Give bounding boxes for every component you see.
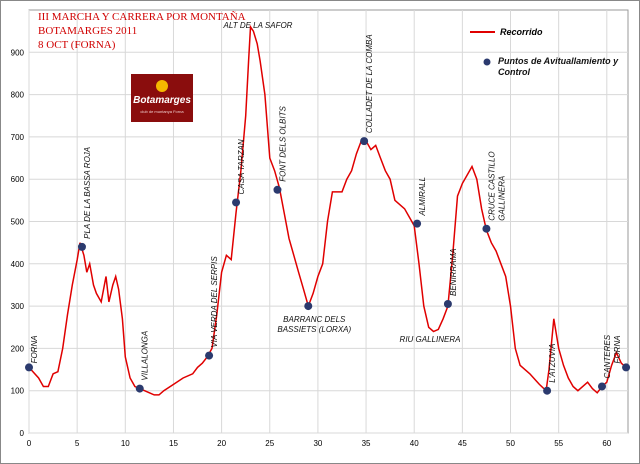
x-tick-label: 35 (362, 439, 371, 448)
control-point (232, 198, 241, 207)
point-label: BASSIETS (LORXA) (277, 325, 351, 334)
x-tick-label: 10 (121, 439, 130, 448)
control-point (25, 363, 33, 372)
control-point (273, 185, 282, 194)
point-label: CASA TARZAN (237, 139, 246, 194)
point-label: BENIRRAMA (449, 248, 458, 296)
y-tick-label: 100 (11, 387, 25, 396)
point-label: FORNA (30, 335, 39, 363)
x-tick-label: 60 (602, 439, 611, 448)
x-tick-label: 25 (265, 439, 274, 448)
point-label: CRUCE CASTILLO (487, 151, 496, 220)
point-label: PLA DE LA BASSA ROJA (83, 147, 92, 239)
control-point (135, 384, 144, 393)
x-tick-label: 50 (506, 439, 515, 448)
control-point (443, 299, 452, 308)
y-tick-label: 500 (11, 218, 25, 227)
y-tick-label: 900 (11, 48, 25, 57)
control-point (543, 386, 552, 395)
point-label: VILLALONGA (141, 331, 150, 381)
profile-line (28, 24, 627, 396)
point-label: FORNA (613, 335, 622, 363)
legend-label: Puntos de Avituallamiento y Control (498, 56, 619, 77)
logo-subtitle: club de muntanya Forna (140, 109, 184, 114)
y-tick-label: 600 (11, 175, 25, 184)
control-point (413, 219, 422, 228)
control-point (205, 351, 214, 360)
y-tick-label: 200 (11, 344, 25, 353)
y-tick-label: 700 (11, 133, 25, 142)
legend-label: Recorrido (500, 27, 543, 37)
control-point (597, 382, 606, 391)
x-tick-label: 15 (169, 439, 178, 448)
point-label: L'ATZUVIA (548, 344, 557, 383)
x-tick-label: 45 (458, 439, 467, 448)
annotation: ALT DE LA SAFOR (223, 21, 293, 30)
point-label: ALMIRALL (418, 177, 427, 217)
control-point (360, 137, 369, 146)
y-tick-label: 400 (11, 260, 25, 269)
legend-marker (483, 58, 491, 66)
title-line: BOTAMARGES 2011 (38, 25, 137, 37)
title-line: III MARCHA Y CARRERA POR MONTAÑA (38, 11, 246, 23)
x-tick-label: 0 (27, 439, 32, 448)
point-label: BARRANC DELS (283, 315, 346, 324)
annotation: RIU GALLINERA (400, 335, 461, 344)
control-point (622, 363, 631, 372)
point-label: GALLINERA (497, 176, 506, 221)
y-tick-label: 0 (20, 429, 25, 438)
title-line: 8 OCT (FORNA) (38, 39, 116, 51)
x-tick-label: 5 (75, 439, 80, 448)
y-tick-label: 300 (11, 302, 25, 311)
y-tick-label: 800 (11, 91, 25, 100)
point-label: COLLADET DE LA COMBA (365, 34, 374, 133)
x-tick-label: 30 (313, 439, 322, 448)
x-tick-label: 40 (410, 439, 419, 448)
control-point (304, 302, 313, 311)
logo-name: Botamarges (133, 95, 191, 106)
x-tick-label: 20 (217, 439, 226, 448)
logo-sun (156, 80, 168, 92)
point-label: CANTERES (603, 334, 612, 378)
x-tick-label: 55 (554, 439, 563, 448)
control-point (482, 224, 491, 233)
grid (28, 10, 628, 434)
point-label: VIA VERDA DEL SERPIS (210, 256, 219, 348)
control-point (77, 242, 86, 251)
point-label: FONT DELS OLBITS (278, 106, 287, 182)
